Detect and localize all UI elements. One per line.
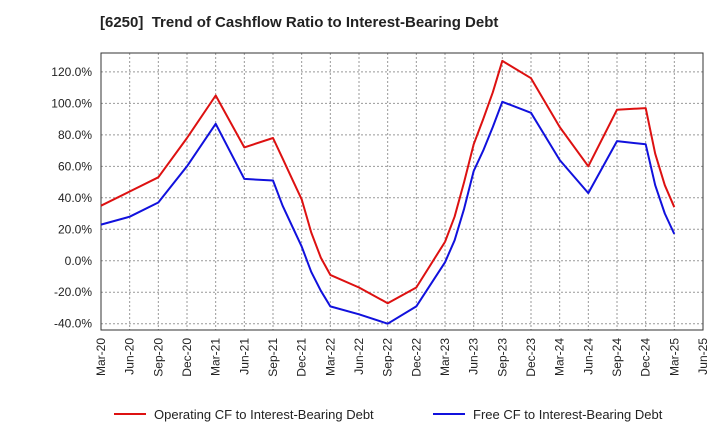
x-tick-label: Sep-21 [266, 338, 280, 377]
y-tick-label: 0.0% [65, 254, 93, 268]
x-tick-label: Dec-20 [180, 338, 194, 377]
x-tick-label: Mar-22 [323, 338, 337, 376]
axes: Mar-20 Jun-20 Sep-20 Dec-20 Mar-21 Jun-21 Sep-… [51, 52, 710, 377]
plot-frame [100, 52, 704, 331]
x-tick-label: Mar-25 [667, 338, 681, 376]
x-tick-label: Dec-23 [524, 338, 538, 377]
x-tick-label: Sep-20 [151, 338, 165, 377]
y-tick-label: 40.0% [58, 191, 92, 205]
x-tick-label: Jun-23 [467, 338, 481, 375]
grid [100, 53, 704, 330]
legend-label-2: Free CF to Interest-Bearing Debt [473, 407, 663, 422]
x-tick-label: Mar-21 [209, 338, 223, 376]
y-tick-label: 60.0% [58, 159, 92, 173]
y-tick-label: 120.0% [51, 65, 92, 79]
x-tick-label: Jun-21 [237, 338, 251, 375]
legend: Operating CF to Interest-Bearing Debt Fre… [114, 407, 663, 422]
series-line-1 [100, 59, 676, 305]
y-tick-label: 100.0% [51, 96, 92, 110]
x-tick-label: Mar-24 [553, 338, 567, 376]
series-line-2 [100, 100, 676, 325]
x-tick-label: Dec-21 [295, 338, 309, 377]
y-tick-label: 80.0% [58, 128, 92, 142]
y-tick-label: 20.0% [58, 222, 92, 236]
x-tick-label: Jun-22 [352, 338, 366, 375]
x-tick-label: Mar-23 [438, 338, 452, 376]
x-tick-label: Jun-20 [123, 338, 137, 375]
y-tick-label: -40.0% [54, 317, 92, 331]
x-tick-label: Sep-23 [495, 338, 509, 377]
y-tick-label: -20.0% [54, 285, 92, 299]
x-tick-label: Sep-24 [610, 338, 624, 377]
x-tick-label: Jun-25 [696, 338, 710, 375]
legend-label-1: Operating CF to Interest-Bearing Debt [154, 407, 374, 422]
x-tick-label: Jun-24 [581, 338, 595, 375]
x-tick-label: Dec-22 [409, 338, 423, 377]
chart-title: [6250] Trend of Cashflow Ratio to Intere… [100, 14, 499, 31]
series-group [100, 59, 676, 325]
x-tick-label: Mar-20 [94, 338, 108, 376]
x-tick-label: Sep-22 [381, 338, 395, 377]
x-tick-label: Dec-24 [639, 338, 653, 377]
